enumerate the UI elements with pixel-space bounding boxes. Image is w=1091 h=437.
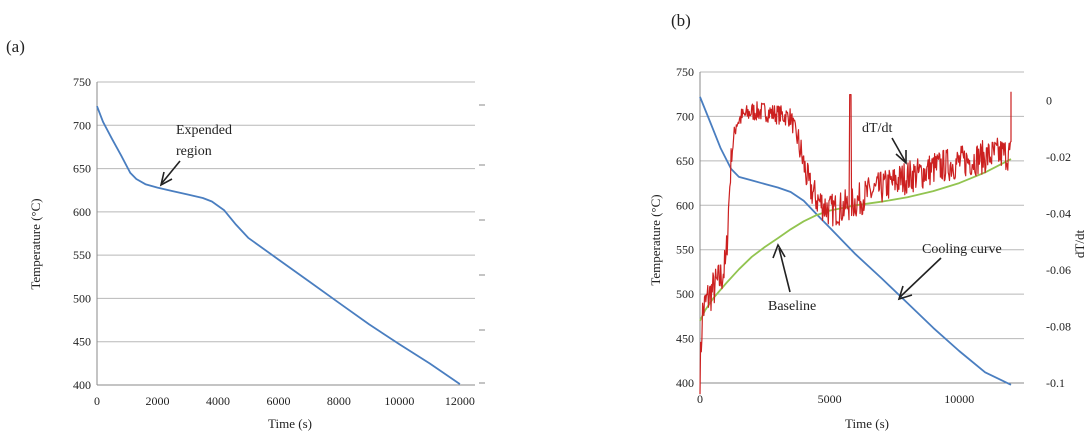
x-tick-label: 0: [697, 392, 703, 406]
x-axis-title-b: Time (s): [845, 416, 889, 431]
y-tick-label: 550: [73, 248, 91, 262]
x-tick-label: 5000: [818, 392, 842, 406]
series-a: [96, 105, 461, 385]
annotation-arrowhead: [772, 243, 786, 259]
annotation-arrow: [899, 257, 942, 298]
chart-b: (b) 400 450 500 550 600 650 700 750 0 5000 10000 0 -…: [648, 11, 1087, 431]
series-line-baseline: [699, 158, 1012, 322]
panel-label-a: (a): [6, 37, 25, 56]
y-tick-label: 700: [676, 109, 694, 123]
annotation-arrow: [161, 160, 181, 184]
y2-tick-label: -0.04: [1046, 206, 1071, 220]
ticks-b: 400 450 500 550 600 650 700 750 0 5000 10000 0 -0.02…: [676, 65, 1071, 406]
x-tick-label: 10000: [384, 394, 414, 408]
y2-tick-label: -0.08: [1046, 319, 1071, 333]
y2-tick-label: -0.06: [1046, 263, 1071, 277]
panel-label-b: (b): [671, 11, 691, 30]
x-tick-label: 6000: [266, 394, 290, 408]
y2-tick-label: -0.02: [1046, 150, 1071, 164]
annotation-line: dT/dt: [862, 121, 892, 136]
series-line-cooling: [96, 105, 461, 385]
annotation-cooling-curve: Cooling curve: [897, 242, 1002, 301]
annotation-arrowhead: [159, 171, 173, 187]
axes-a: [96, 82, 485, 386]
axes-b: [699, 72, 1024, 384]
annotation-expended-region: Expended region: [159, 123, 232, 187]
y2-axis-title-b: dT/dt: [1072, 230, 1087, 259]
y-tick-label: 400: [73, 378, 91, 392]
annotation-baseline: Baseline: [768, 243, 816, 314]
series-line-cooling: [699, 96, 1012, 386]
annotation-line: Expended: [176, 123, 232, 138]
ticks-a: 400 450 500 550 600 650 700 750 0 2000 4000 6000 800…: [73, 75, 475, 408]
y-tick-label: 650: [676, 154, 694, 168]
annotation-line: Cooling curve: [922, 242, 1002, 257]
y-tick-label: 450: [676, 332, 694, 346]
grid-a: [97, 81, 475, 386]
series-b: [699, 91, 1012, 395]
annotation-arrow: [778, 247, 791, 293]
y-axis-title-b: Temperature (°C): [648, 194, 663, 285]
x-tick-label: 4000: [206, 394, 230, 408]
y-tick-label: 700: [73, 118, 91, 132]
x-tick-label: 12000: [445, 394, 475, 408]
y-tick-label: 650: [73, 162, 91, 176]
y-tick-label: 750: [73, 75, 91, 89]
annotation-dtdt: dT/dt: [862, 121, 907, 165]
y-tick-label: 550: [676, 243, 694, 257]
y-axis-title-a: Temperature (°C): [28, 198, 43, 289]
y-tick-label: 500: [676, 287, 694, 301]
x-axis-title-a: Time (s): [268, 416, 312, 431]
series-line-derivative: [699, 91, 1012, 395]
annotation-line: Baseline: [768, 299, 816, 314]
y-tick-label: 750: [676, 65, 694, 79]
y-tick-label: 450: [73, 335, 91, 349]
y-tick-label: 400: [676, 376, 694, 390]
x-tick-label: 8000: [327, 394, 351, 408]
y2-tick-label: -0.1: [1046, 376, 1065, 390]
y2-tick-label: 0: [1046, 93, 1052, 107]
chart-a: (a) 400 450 500 550 600 650 700 750 0 2000 4000 600…: [6, 37, 485, 431]
x-tick-label: 2000: [145, 394, 169, 408]
annotation-arrowhead: [897, 285, 913, 301]
annotation-arrowhead: [895, 150, 907, 165]
y-tick-label: 600: [73, 205, 91, 219]
annotation-arrow: [891, 137, 906, 162]
annotation-line: region: [176, 144, 212, 159]
x-tick-label: 0: [94, 394, 100, 408]
x-tick-label: 10000: [944, 392, 974, 406]
y-tick-label: 600: [676, 198, 694, 212]
y-tick-label: 500: [73, 291, 91, 305]
